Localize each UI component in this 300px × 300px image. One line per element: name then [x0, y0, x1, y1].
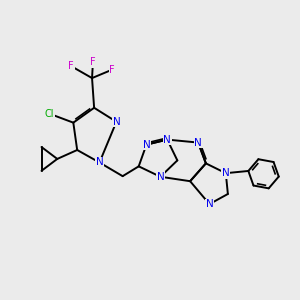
Text: N: N: [164, 135, 171, 145]
Text: F: F: [68, 61, 74, 71]
Text: F: F: [90, 57, 96, 67]
Text: F: F: [109, 65, 115, 75]
Text: N: N: [194, 138, 202, 148]
Text: N: N: [96, 158, 103, 167]
Text: N: N: [157, 172, 164, 182]
Text: N: N: [222, 168, 230, 178]
Text: N: N: [112, 117, 120, 127]
Text: N: N: [206, 199, 213, 209]
Text: Cl: Cl: [45, 109, 54, 119]
Text: N: N: [142, 140, 150, 150]
